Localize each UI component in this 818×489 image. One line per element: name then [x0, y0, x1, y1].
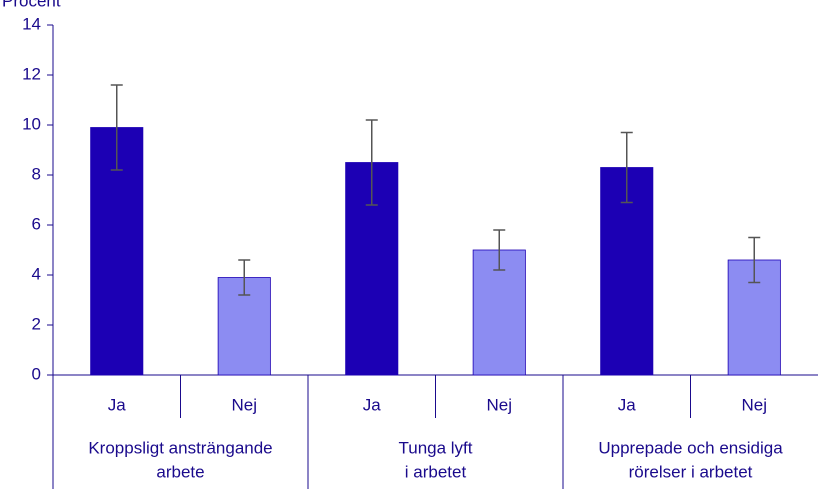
group-label: arbete	[156, 462, 204, 481]
x-tick-label: Nej	[231, 395, 257, 414]
group-label: i arbetet	[405, 462, 467, 481]
y-axis-label: Procent	[2, 0, 61, 10]
error-bar	[620, 131, 633, 204]
group-label: Upprepade och ensidiga	[598, 438, 783, 457]
group-label: Tunga lyft	[398, 438, 472, 457]
y-tick-label: 12	[22, 64, 41, 83]
error-bar	[110, 84, 123, 171]
y-tick-label: 10	[22, 114, 41, 133]
y-tick-label: 6	[32, 214, 41, 233]
group-label: Kroppsligt ansträngande	[88, 438, 272, 457]
error-bar	[493, 229, 506, 271]
x-tick-label: Ja	[363, 395, 382, 414]
y-tick-label: 4	[32, 264, 41, 283]
x-tick-label: Ja	[618, 395, 637, 414]
error-bar	[238, 259, 251, 296]
y-tick-label: 8	[32, 164, 41, 183]
x-tick-label: Nej	[486, 395, 512, 414]
error-bar	[365, 119, 378, 206]
y-tick-label: 0	[32, 364, 41, 383]
x-tick-label: Nej	[741, 395, 767, 414]
y-tick-label: 2	[32, 314, 41, 333]
x-tick-label: Ja	[108, 395, 127, 414]
group-label: rörelser i arbetet	[629, 462, 753, 481]
y-tick-label: 14	[22, 14, 41, 33]
error-bar	[748, 236, 761, 284]
